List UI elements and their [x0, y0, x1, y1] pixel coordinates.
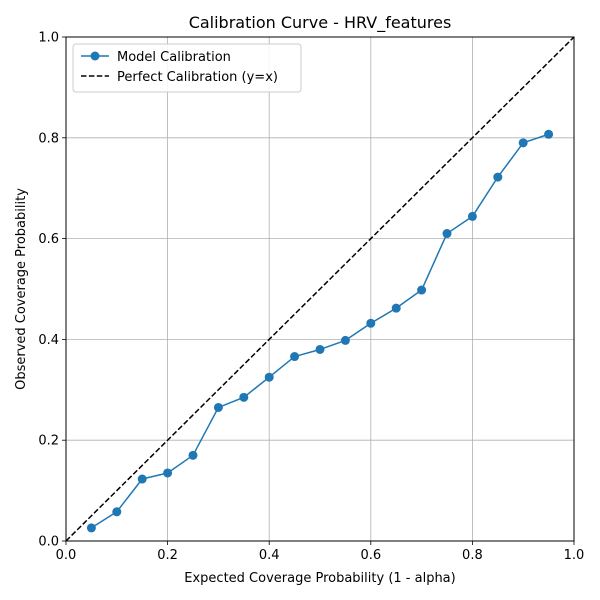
legend: Model Calibration Perfect Calibration (y…: [72, 43, 302, 93]
series-layer: [86, 129, 554, 533]
chart-title: Calibration Curve - HRV_features: [189, 13, 452, 33]
model-calibration-point: [340, 335, 350, 345]
model-calibration-point: [417, 285, 427, 295]
legend-perfect-label: Perfect Calibration (y=x): [117, 70, 278, 85]
x-axis-ticks: 0.0 0.2 0.4 0.6 0.8 1.0: [56, 541, 585, 563]
y-axis-ticks: 0.0 0.2 0.4 0.6 0.8 1.0: [38, 31, 66, 550]
y-tick-label: 0.6: [38, 232, 59, 247]
model-calibration-point: [366, 318, 376, 328]
model-calibration-point: [213, 402, 223, 412]
perfect-calibration-line: [65, 36, 575, 542]
model-calibration-point: [315, 344, 325, 354]
model-calibration-point: [86, 523, 96, 533]
model-calibration-point: [264, 372, 274, 382]
plot-frame: [65, 36, 575, 542]
model-calibration-point: [239, 392, 249, 402]
model-calibration-point: [467, 211, 477, 221]
model-calibration-point: [518, 138, 528, 148]
legend-model-marker-swatch: [90, 51, 100, 61]
model-calibration-point: [137, 474, 147, 484]
y-tick-label: 0.0: [38, 535, 59, 550]
y-tick-label: 0.4: [38, 333, 59, 348]
legend-model-label: Model Calibration: [117, 50, 231, 65]
x-tick-label: 1.0: [564, 548, 585, 563]
model-calibration-point: [188, 450, 198, 460]
x-tick-label: 0.8: [462, 548, 483, 563]
grid-lines: [65, 36, 575, 542]
model-calibration-point: [493, 172, 503, 182]
model-calibration-point: [290, 352, 300, 362]
model-calibration-point: [112, 507, 122, 517]
y-tick-label: 0.2: [38, 434, 59, 449]
model-calibration-point: [391, 303, 401, 313]
reference-line-layer: [65, 36, 575, 542]
x-tick-label: 0.2: [157, 548, 178, 563]
legend-box: [72, 43, 302, 93]
model-calibration-point: [442, 229, 452, 239]
model-calibration-point: [544, 129, 554, 139]
x-tick-label: 0.4: [259, 548, 280, 563]
x-tick-label: 0.6: [360, 548, 381, 563]
model-calibration-point: [163, 468, 173, 478]
y-tick-label: 1.0: [38, 31, 59, 46]
y-axis-label: Observed Coverage Probability: [14, 188, 29, 390]
x-tick-label: 0.0: [56, 548, 77, 563]
y-tick-label: 0.8: [38, 131, 59, 146]
x-axis-label: Expected Coverage Probability (1 - alpha…: [184, 571, 455, 586]
